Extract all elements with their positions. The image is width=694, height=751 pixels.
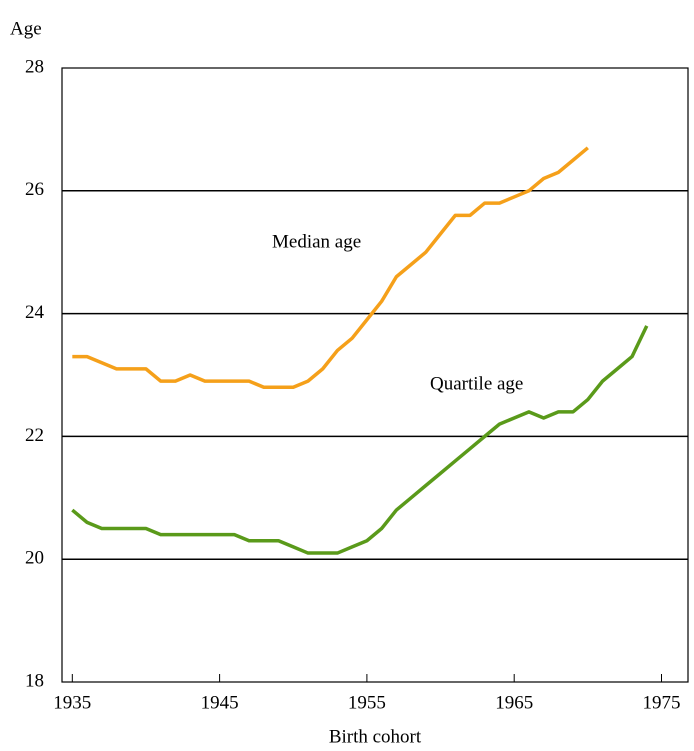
x-tick-label: 1965 xyxy=(495,692,533,713)
x-tick-label: 1955 xyxy=(348,692,386,713)
series-line xyxy=(71,325,649,555)
x-tick-label: 1945 xyxy=(201,692,239,713)
plot-frame xyxy=(61,67,689,683)
y-tick-label: 22 xyxy=(25,425,44,446)
y-tick-label: 24 xyxy=(25,302,45,323)
y-tick-label: 18 xyxy=(25,670,44,691)
annotation: Median age xyxy=(272,231,361,252)
x-tick-label: 1975 xyxy=(642,692,680,713)
y-tick-label: 26 xyxy=(25,179,44,200)
y-tick-label: 28 xyxy=(25,56,44,77)
x-tick-label: 1935 xyxy=(53,692,91,713)
y-axis-label: Age xyxy=(10,18,42,39)
annotation: Quartile age xyxy=(430,373,523,394)
series-line xyxy=(72,146,589,390)
x-axis-label: Birth cohort xyxy=(329,726,422,747)
y-tick-label: 20 xyxy=(25,548,44,569)
